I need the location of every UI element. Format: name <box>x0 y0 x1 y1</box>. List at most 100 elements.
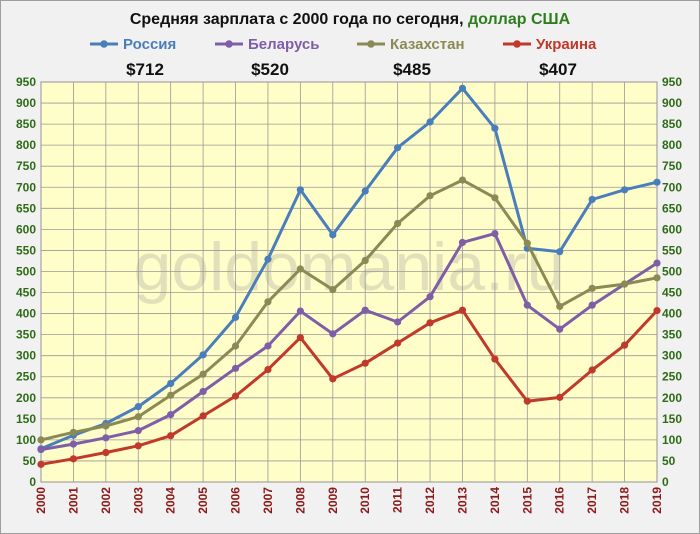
x-tick-label: 2013 <box>455 487 469 514</box>
series-2 <box>37 229 661 454</box>
x-tick-label: 2003 <box>131 487 145 514</box>
y-tick-label-right: 750 <box>662 159 682 173</box>
plot-area <box>40 81 658 483</box>
y-axis-left: 0 50 100 150 200 250 300 350 400 450 500 550 600 650 7… <box>16 75 36 489</box>
data-point <box>491 229 499 238</box>
data-point <box>199 387 207 396</box>
data-point <box>199 351 207 359</box>
data-point <box>199 412 207 420</box>
x-tick-label: 2017 <box>585 487 599 514</box>
data-point <box>167 432 175 440</box>
chart-title-main: Средняя зарплата с 2000 года по сегодня, <box>130 11 468 28</box>
data-point <box>491 355 499 363</box>
x-tick-label: 2016 <box>553 487 567 514</box>
data-point <box>588 195 596 204</box>
x-tick-label: 2011 <box>391 487 405 513</box>
y-tick-label-left: 800 <box>16 138 36 152</box>
data-point <box>329 375 337 383</box>
legend-item: Украина $407 <box>503 36 597 79</box>
y-tick-label-right: 800 <box>662 138 682 152</box>
y-tick-label-left: 0 <box>29 475 36 489</box>
data-point <box>102 434 110 442</box>
series-line <box>40 232 658 452</box>
series-line <box>40 86 658 451</box>
x-tick-label: 2001 <box>66 487 80 514</box>
data-point <box>556 325 564 333</box>
data-point <box>523 239 531 247</box>
data-point <box>588 284 596 292</box>
chart-title: Средняя зарплата с 2000 года по сегодня,… <box>130 11 571 28</box>
x-axis: 2000 2001 2002 2003 2004 2005 2006 2007 2008 2009… <box>34 487 664 514</box>
x-tick-label: 2010 <box>358 487 372 514</box>
data-point <box>329 231 337 239</box>
y-tick-label-left: 400 <box>16 307 36 321</box>
x-tick-label: 2019 <box>650 487 664 514</box>
data-point <box>231 364 240 372</box>
data-point <box>588 301 596 309</box>
y-tick-label-right: 850 <box>662 117 682 131</box>
data-point <box>102 422 110 430</box>
gridlines <box>40 81 658 483</box>
legend-label: Россия <box>123 36 176 53</box>
data-point <box>361 256 369 265</box>
x-tick-label: 2008 <box>293 487 307 514</box>
x-tick-label: 2014 <box>488 487 502 514</box>
data-point <box>264 342 272 350</box>
data-point <box>523 301 531 309</box>
legend-swatch-marker <box>513 40 521 48</box>
legend-item: Казахстан $485 <box>357 36 465 79</box>
x-tick-label: 2012 <box>423 487 437 514</box>
data-point <box>491 194 499 202</box>
legend-label: Беларусь <box>248 36 320 53</box>
y-tick-label-right: 500 <box>662 264 682 278</box>
data-point <box>394 339 402 347</box>
y-tick-label-left: 600 <box>16 222 36 236</box>
legend-swatch-marker <box>367 40 375 48</box>
y-tick-label-left: 700 <box>16 180 36 194</box>
y-tick-label-right: 0 <box>662 475 669 489</box>
x-tick-label: 2007 <box>261 487 275 514</box>
data-point <box>653 274 661 282</box>
data-point <box>199 370 207 378</box>
data-point <box>426 118 434 126</box>
watermark-text: goldomania.ru <box>134 229 565 305</box>
x-tick-label: 2004 <box>164 487 178 514</box>
data-point <box>329 285 337 294</box>
data-point <box>134 413 142 421</box>
data-point <box>296 333 304 342</box>
y-tick-label-right: 550 <box>662 243 682 257</box>
data-point <box>296 307 304 315</box>
data-point <box>426 192 434 200</box>
y-tick-label-right: 100 <box>662 433 682 447</box>
data-point <box>458 176 467 184</box>
y-tick-label-left: 500 <box>16 264 36 278</box>
data-point <box>458 306 467 314</box>
legend-label: Казахстан <box>390 36 465 53</box>
data-point <box>167 391 175 399</box>
y-axis-right: 0 50 100 150 200 250 300 350 400 450 500 550 600 650 7… <box>662 75 682 489</box>
x-tick-label: 2000 <box>34 487 48 514</box>
y-tick-label-right: 200 <box>662 391 682 405</box>
legend-latest-value: $712 <box>126 60 164 79</box>
data-point <box>361 359 369 367</box>
y-tick-label-left: 650 <box>16 201 36 215</box>
series-4 <box>37 306 661 468</box>
data-point <box>394 144 402 152</box>
data-point <box>231 313 240 321</box>
data-point <box>329 330 337 338</box>
y-tick-label-right: 150 <box>662 412 682 426</box>
series-3 <box>37 176 661 444</box>
legend-swatch-marker <box>100 40 108 48</box>
data-point <box>426 293 434 301</box>
y-tick-label-left: 750 <box>16 159 36 173</box>
y-tick-label-left: 350 <box>16 328 36 342</box>
series-line <box>40 308 659 466</box>
data-point <box>296 186 304 194</box>
series-layer <box>37 84 661 468</box>
data-point <box>491 124 499 132</box>
data-point <box>426 319 434 327</box>
data-point <box>264 298 272 306</box>
data-point <box>620 280 629 288</box>
data-point <box>523 397 531 405</box>
